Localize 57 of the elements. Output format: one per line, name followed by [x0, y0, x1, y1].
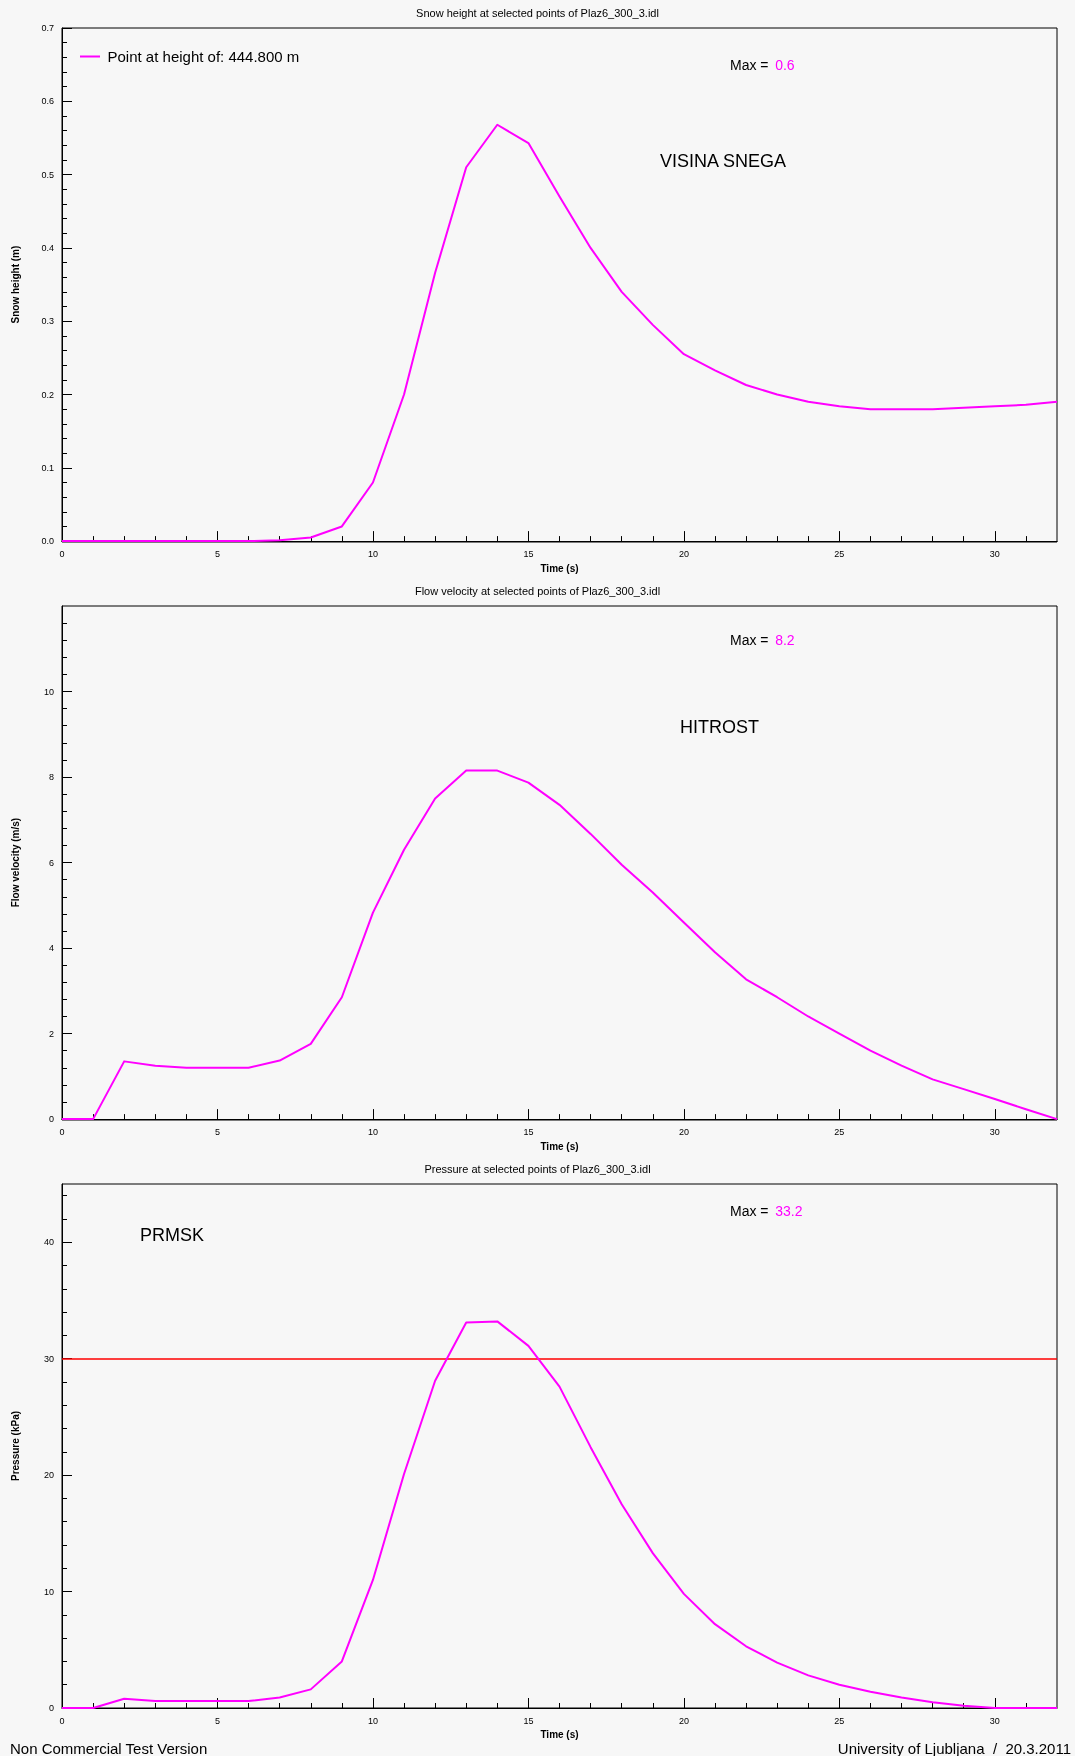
x-tick-label: 0 — [59, 548, 65, 559]
x-tick-label: 0 — [59, 1126, 65, 1137]
x-tick-label: 10 — [367, 1715, 378, 1726]
x-tick-label: 15 — [523, 1126, 534, 1137]
x-tick-label: 15 — [523, 548, 534, 559]
y-tick-label: 0.2 — [41, 389, 54, 400]
y-axis-title: Snow height (m) — [9, 245, 21, 324]
x-axis-title: Time (s) — [540, 1729, 579, 1741]
y-axis-title: Flow velocity (m/s) — [9, 817, 21, 908]
annotation: HITROST — [680, 717, 759, 737]
x-tick-label: 15 — [523, 1715, 534, 1726]
x-tick-label: 5 — [214, 548, 220, 559]
y-tick-label: 0.6 — [41, 96, 54, 107]
y-axis-title: Pressure (kPa) — [9, 1410, 21, 1482]
y-tick-label: 0.7 — [41, 23, 54, 33]
x-axis-title: Time (s) — [540, 562, 579, 574]
x-tick-label: 30 — [989, 1715, 1000, 1726]
y-tick-label: 0.1 — [41, 462, 54, 473]
x-axis-title: Time (s) — [540, 1140, 579, 1152]
text: Non Commercial Test Version — [10, 1740, 208, 1756]
y-tick-label: 0.5 — [41, 169, 54, 180]
x-tick-label: 25 — [834, 548, 845, 559]
x-tick-label: 25 — [834, 1715, 845, 1726]
x-tick-label: 20 — [678, 548, 689, 559]
y-tick-label: 6 — [48, 857, 54, 868]
x-tick-label: 20 — [678, 1126, 689, 1137]
x-tick-label: 25 — [834, 1126, 845, 1137]
y-tick-label: 0.4 — [41, 242, 54, 253]
y-tick-label: 2 — [48, 1028, 54, 1039]
x-tick-label: 10 — [367, 548, 378, 559]
y-tick-label: 40 — [43, 1237, 54, 1248]
y-tick-label: 10 — [43, 686, 54, 697]
y-tick-label: 0.3 — [41, 316, 54, 327]
y-tick-label: 0 — [48, 1703, 54, 1713]
annotation: Max = 8.2 — [730, 632, 795, 648]
x-tick-label: 30 — [989, 1126, 1000, 1137]
y-tick-label: 20 — [43, 1470, 54, 1481]
x-tick-label: 20 — [678, 1715, 689, 1726]
annotation: VISINA SNEGA — [660, 151, 787, 171]
y-tick-label: 8 — [48, 772, 54, 783]
x-tick-label: 5 — [214, 1126, 220, 1137]
chart-title: Flow velocity at selected points of Plaz6_300_3.idl — [414, 584, 661, 597]
x-tick-label: 30 — [989, 548, 1000, 559]
annotation: Max = 0.6 — [730, 57, 795, 73]
x-tick-label: 10 — [367, 1126, 378, 1137]
y-tick-label: 0 — [48, 1114, 54, 1125]
y-tick-label: 4 — [48, 943, 54, 954]
annotation: Max = 33.2 — [730, 1203, 803, 1219]
chart-title: Pressure at selected points of Plaz6_300_3.idl — [424, 1162, 651, 1175]
y-tick-label: 30 — [43, 1353, 54, 1364]
x-tick-label: 0 — [59, 1715, 65, 1726]
chart-title: Snow height at selected points of Plaz6_300_3.idl — [416, 6, 659, 19]
legend-label: Point at height of: 444.800 m — [107, 48, 300, 65]
annotation: PRMSK — [140, 1225, 205, 1245]
y-tick-label: 10 — [43, 1586, 54, 1597]
y-tick-label: 0.0 — [41, 536, 54, 547]
x-tick-label: 5 — [214, 1715, 220, 1726]
